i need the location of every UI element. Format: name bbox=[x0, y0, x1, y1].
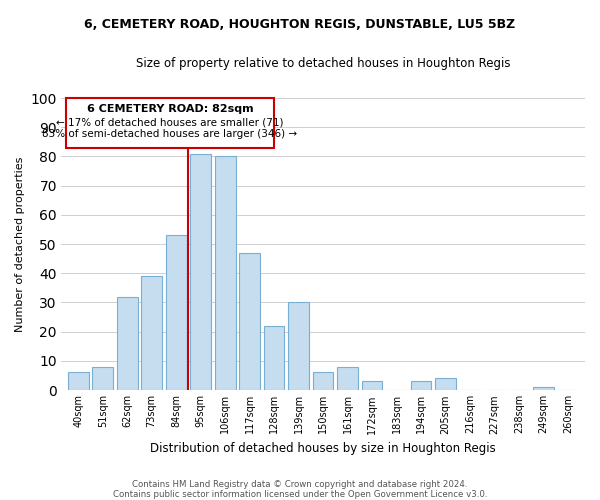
Text: Contains public sector information licensed under the Open Government Licence v3: Contains public sector information licen… bbox=[113, 490, 487, 499]
Bar bbox=[141, 276, 162, 390]
Bar bbox=[239, 253, 260, 390]
Text: 6, CEMETERY ROAD, HOUGHTON REGIS, DUNSTABLE, LU5 5BZ: 6, CEMETERY ROAD, HOUGHTON REGIS, DUNSTA… bbox=[85, 18, 515, 30]
Bar bbox=[190, 154, 211, 390]
Y-axis label: Number of detached properties: Number of detached properties bbox=[15, 156, 25, 332]
Bar bbox=[166, 236, 187, 390]
Bar bbox=[533, 387, 554, 390]
Bar bbox=[435, 378, 456, 390]
Bar bbox=[337, 366, 358, 390]
Text: 83% of semi-detached houses are larger (346) →: 83% of semi-detached houses are larger (… bbox=[43, 128, 298, 138]
FancyBboxPatch shape bbox=[66, 98, 274, 148]
Bar bbox=[288, 302, 309, 390]
Text: ← 17% of detached houses are smaller (71): ← 17% of detached houses are smaller (71… bbox=[56, 117, 284, 127]
Bar bbox=[263, 326, 284, 390]
Bar bbox=[313, 372, 334, 390]
Text: Contains HM Land Registry data © Crown copyright and database right 2024.: Contains HM Land Registry data © Crown c… bbox=[132, 480, 468, 489]
X-axis label: Distribution of detached houses by size in Houghton Regis: Distribution of detached houses by size … bbox=[150, 442, 496, 455]
Bar bbox=[215, 156, 236, 390]
Bar bbox=[92, 366, 113, 390]
Bar bbox=[68, 372, 89, 390]
Bar bbox=[410, 381, 431, 390]
Title: Size of property relative to detached houses in Houghton Regis: Size of property relative to detached ho… bbox=[136, 58, 510, 70]
Bar bbox=[117, 296, 137, 390]
Text: 6 CEMETERY ROAD: 82sqm: 6 CEMETERY ROAD: 82sqm bbox=[87, 104, 253, 114]
Bar bbox=[362, 381, 382, 390]
